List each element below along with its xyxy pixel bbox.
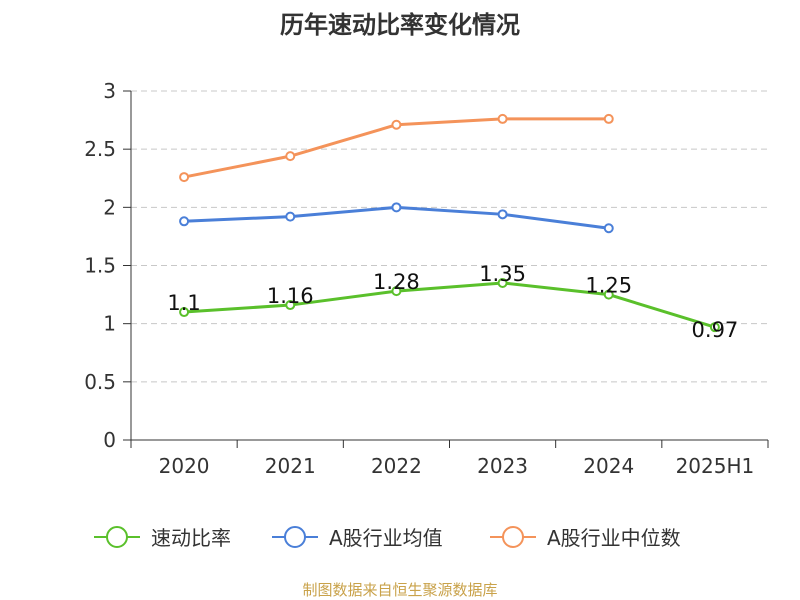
legend-label-industry-median: A股行业中位数 (547, 526, 681, 550)
y-tick-label: 1.5 (84, 254, 116, 278)
legend-item-industry-mean[interactable]: A股行业均值 (272, 526, 443, 550)
legend-item-quick-ratio[interactable]: 速动比率 (94, 526, 231, 550)
legend-label-quick-ratio: 速动比率 (151, 526, 231, 550)
series-layer (179, 113, 720, 333)
data-point[interactable] (179, 307, 190, 318)
legend-marker-industry-mean (284, 526, 306, 548)
data-label: 1.16 (267, 284, 314, 308)
x-tick-label: 2025H1 (676, 454, 755, 478)
data-point[interactable] (497, 113, 508, 124)
data-point[interactable] (285, 300, 296, 311)
data-label: 1.25 (585, 274, 632, 298)
y-tick-label: 2 (103, 195, 116, 219)
grid-layer (131, 90, 768, 383)
data-label: 0.97 (692, 318, 739, 342)
data-label-layer: 1.1 1.16 1.28 1.35 1.25 0.97 (167, 262, 738, 342)
x-tick-label: 2020 (159, 454, 210, 478)
x-tick-label: 2024 (583, 454, 634, 478)
data-point[interactable] (285, 151, 296, 162)
data-point[interactable] (179, 216, 190, 227)
x-tick-label: 2021 (265, 454, 316, 478)
source-note: 制图数据来自恒生聚源数据库 (302, 581, 497, 599)
data-label: 1.28 (373, 270, 420, 294)
chart-title: 历年速动比率变化情况 (280, 11, 520, 39)
series-line (183, 281, 716, 329)
data-point[interactable] (285, 211, 296, 222)
y-tick-label: 0.5 (84, 370, 116, 394)
legend: 速动比率 A股行业均值 A股行业中位数 (94, 526, 681, 550)
legend-label-industry-mean: A股行业均值 (329, 526, 443, 550)
y-tick-label: 3 (103, 79, 116, 103)
axis-layer: 0 0.5 1 1.5 2 2.5 3 2020 2021 2022 2023 2024 2025H1 (84, 79, 769, 478)
data-point[interactable] (391, 119, 402, 130)
data-point[interactable] (709, 322, 720, 333)
data-point[interactable] (391, 202, 402, 213)
data-point[interactable] (603, 223, 614, 234)
data-point[interactable] (179, 172, 190, 183)
legend-marker-industry-median (502, 526, 524, 548)
data-point[interactable] (497, 277, 508, 288)
legend-item-industry-median[interactable]: A股行业中位数 (490, 526, 681, 550)
y-tick-label: 1 (103, 312, 116, 336)
data-point[interactable] (603, 113, 614, 124)
data-point[interactable] (603, 289, 614, 300)
y-tick-label: 0 (103, 428, 116, 452)
x-tick-label: 2023 (477, 454, 528, 478)
data-label: 1.35 (479, 262, 526, 286)
data-point[interactable] (391, 286, 402, 297)
data-point[interactable] (497, 209, 508, 220)
y-tick-label: 2.5 (84, 137, 116, 161)
legend-marker-quick-ratio (106, 526, 128, 548)
data-label: 1.1 (167, 291, 200, 315)
x-tick-label: 2022 (371, 454, 422, 478)
